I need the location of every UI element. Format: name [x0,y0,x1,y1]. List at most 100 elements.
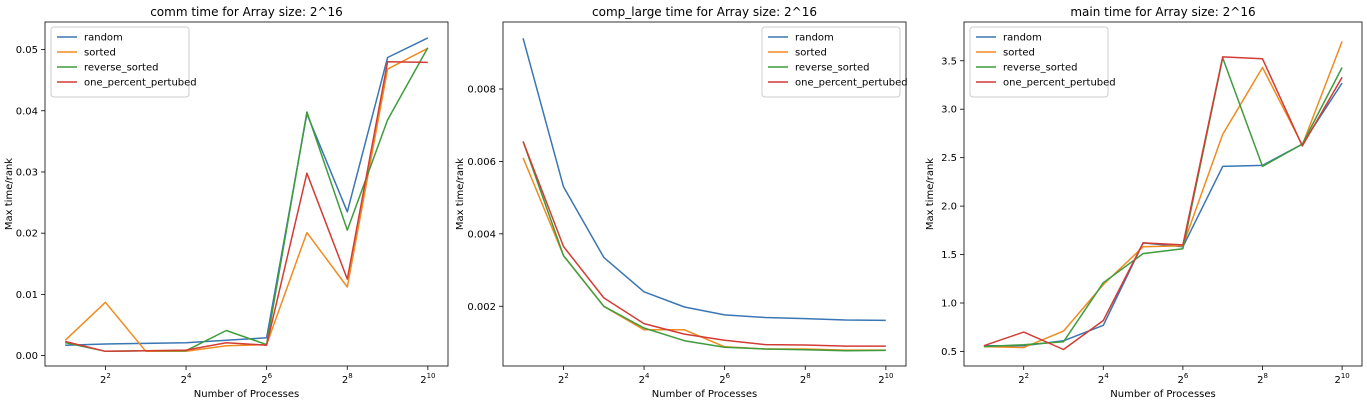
legend: random sorted reverse_sorted one_percent_pe… [761,26,908,98]
x-tick-base: 2 [800,375,806,386]
x-axis-label: Number of Processes [652,389,757,400]
x-axis-label: Number of Processes [1110,389,1215,400]
x-tick-label: 26 [1177,372,1188,386]
y-tick-label: 3.0 [941,105,957,116]
plot-frame [963,21,1363,367]
y-tick-label: 0.002 [467,302,496,313]
legend-label: random [84,33,123,44]
y-axis-label: Max time/rank [925,158,936,230]
x-tick-exponent: 2 [106,372,110,380]
y-tick-label: 0.004 [467,229,496,240]
x-tick-base: 2 [1177,375,1183,386]
x-tick-label: 24 [181,372,192,386]
series-line-one-percent-pertubed [522,141,886,347]
x-tick-exponent: 4 [1104,372,1109,380]
x-tick-exponent: 2 [1025,372,1029,380]
y-tick-label: 0.00 [16,351,38,362]
series-line-one-percent-pertubed [983,56,1343,351]
y-tick-label: 0.006 [467,157,496,168]
series-line-sorted [522,157,886,351]
x-tick-label: 210 [420,372,435,386]
y-tick-label: 0.05 [16,45,38,56]
x-tick-exponent: 6 [1184,372,1189,380]
y-tick-label: 0.01 [16,290,38,301]
legend: random sorted reverse_sorted one_percent_pe… [969,26,1116,98]
x-tick-label: 26 [261,372,272,386]
x-tick-exponent: 6 [268,372,273,380]
chart-title: main time for Array size: 2^16 [1070,5,1255,19]
series-line-one-percent-pertubed [65,61,428,353]
y-tick-label: 2.5 [941,153,957,164]
y-axis-label: Max time/rank [455,158,466,230]
y-tick-label: 0.03 [16,167,38,178]
legend-box [761,26,901,98]
y-tick-label: 2.0 [941,202,957,213]
legend-label: one_percent_pertubed [84,78,197,89]
x-tick-base: 2 [100,375,106,386]
chart-panel-1: comm time for Array size: 2^16 0.00 0.01 0.… [4,5,449,400]
y-tick-label: 1.0 [941,299,957,310]
x-tick-exponent: 8 [1263,372,1267,380]
x-tick-exponent: 10 [885,372,894,380]
y-tick-label: 0.5 [941,347,957,358]
x-tick-label: 22 [1018,372,1029,386]
legend-label: sorted [84,48,116,59]
x-tick-base: 2 [878,375,884,386]
legend-label: reverse_sorted [1003,63,1077,74]
plot-frame [502,21,907,367]
x-tick-exponent: 10 [427,372,436,380]
x-tick-exponent: 10 [1341,372,1350,380]
x-tick-label: 210 [878,372,893,386]
series-line-reverse-sorted [983,57,1343,348]
x-tick-exponent: 8 [348,372,352,380]
x-tick-exponent: 4 [187,372,192,380]
legend: random sorted reverse_sorted one_percent_pe… [50,26,197,98]
x-tick-label: 26 [719,372,730,386]
y-tick-label: 3.5 [941,56,957,67]
legend-label: reverse_sorted [84,63,158,74]
x-tick-label: 24 [1098,372,1109,386]
x-tick-base: 2 [261,375,267,386]
x-tick-base: 2 [558,375,564,386]
x-tick-base: 2 [719,375,725,386]
series-line-reverse-sorted [522,141,886,352]
x-tick-label: 28 [342,372,353,386]
chart-panel-3: main time for Array size: 2^16 0.5 1.0 1.5 2… [925,5,1363,400]
x-tick-base: 2 [181,375,187,386]
legend-label: random [795,33,834,44]
x-tick-exponent: 4 [645,372,650,380]
x-axis-label: Number of Processes [194,389,299,400]
x-tick-exponent: 2 [564,372,568,380]
x-tick-label: 24 [639,372,650,386]
x-tick-label: 28 [800,372,811,386]
chart-title: comm time for Array size: 2^16 [150,5,343,19]
series-line-random [522,38,886,322]
plot-frame [44,21,449,367]
x-tick-base: 2 [342,375,348,386]
series-line-random [983,82,1343,347]
x-tick-base: 2 [1098,375,1104,386]
series-line-sorted [983,41,1343,349]
x-tick-exponent: 8 [806,372,810,380]
x-tick-base: 2 [639,375,645,386]
chart-title: comp_large time for Array size: 2^16 [592,5,817,19]
x-tick-label: 28 [1257,372,1268,386]
x-tick-exponent: 6 [726,372,731,380]
y-tick-label: 0.04 [16,106,38,117]
x-tick-base: 2 [420,375,426,386]
chart-panel-2: comp_large time for Array size: 2^16 0.00… [455,5,908,400]
x-tick-base: 2 [1334,375,1340,386]
x-tick-base: 2 [1257,375,1263,386]
legend-label: reverse_sorted [795,63,869,74]
legend-label: random [1003,33,1042,44]
y-axis-label: Max time/rank [4,158,15,230]
legend-label: sorted [1003,48,1035,59]
legend-box [50,26,190,98]
y-tick-label: 0.02 [16,229,38,240]
legend-label: sorted [795,48,827,59]
legend-label: one_percent_pertubed [795,78,908,89]
series-line-random [65,37,429,346]
x-tick-label: 22 [558,372,569,386]
y-tick-label: 0.008 [467,84,496,95]
